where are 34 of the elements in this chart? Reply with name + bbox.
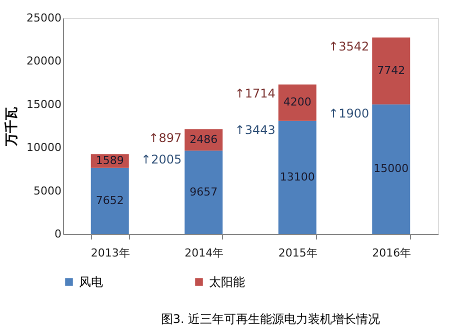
data-label: 1589	[96, 154, 124, 168]
y-tick-label: 15000	[26, 98, 62, 111]
bar	[278, 120, 316, 234]
data-label: 2486	[190, 132, 218, 146]
annotation: ↑1714	[234, 86, 276, 101]
x-tick-label: 2015年	[278, 246, 318, 260]
annotation: ↑1900	[328, 106, 370, 120]
data-label: 4200	[283, 96, 312, 109]
x-tick-label: 2014年	[184, 246, 224, 260]
bar	[372, 104, 410, 234]
y-tick-label: 0	[54, 228, 62, 240]
y-tick-label: 25000	[26, 12, 62, 24]
annotation: ↑3443	[234, 122, 276, 137]
y-tick-label: 20000	[26, 54, 62, 68]
legend-label: 太阳能	[209, 275, 245, 289]
bar	[184, 150, 223, 234]
x-tick-label: 2013年	[90, 246, 130, 260]
annotation: ↑2005	[141, 152, 182, 167]
y-axis-title: 万千瓦	[4, 107, 20, 147]
caption: 图3. 近三年可再生能源电力装机增长情况	[160, 312, 380, 326]
y-tick-label: 5000	[34, 184, 62, 198]
annotation: ↑897	[148, 131, 182, 146]
y-tick-label: 10000	[26, 141, 62, 154]
bar	[372, 38, 410, 104]
annotation: ↑3542	[328, 40, 370, 54]
bar	[90, 168, 129, 234]
data-label: 7652	[96, 194, 124, 207]
x-tick-label: 2016年	[372, 246, 412, 260]
data-label: 13100	[280, 170, 315, 184]
data-label: 7742	[377, 64, 406, 77]
data-label: 15000	[374, 162, 409, 176]
bar	[278, 84, 316, 121]
data-label: 9657	[190, 185, 218, 198]
legend-label: 风电	[79, 275, 103, 289]
